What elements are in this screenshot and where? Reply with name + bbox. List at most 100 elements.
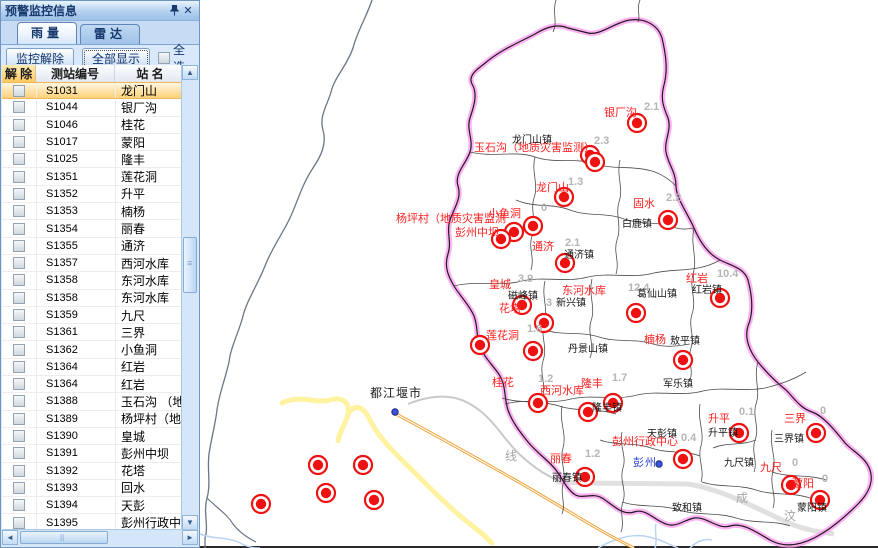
row-checkbox[interactable] (13, 118, 25, 131)
table-row[interactable]: S1393 回水 (2, 479, 182, 498)
table-row[interactable]: S1353 楠杨 (2, 203, 182, 221)
pushpin-icon[interactable] (167, 4, 181, 18)
tab-radar[interactable]: 雷达 (80, 24, 141, 44)
station-marker[interactable] (250, 493, 272, 515)
station-marker[interactable] (672, 448, 694, 470)
vertical-scroll-thumb[interactable] (183, 237, 197, 293)
row-checkbox[interactable] (13, 360, 25, 373)
station-marker[interactable] (522, 340, 544, 362)
panel-titlebar[interactable]: 预警监控信息 ✕ (1, 1, 199, 21)
station-marker[interactable] (602, 392, 624, 414)
table-row[interactable]: S1355 通济 (2, 237, 182, 255)
station-marker[interactable] (511, 294, 533, 316)
row-checkbox[interactable] (13, 516, 25, 529)
station-marker[interactable] (363, 489, 385, 511)
table-row[interactable]: S1389 杨坪村（地质... (2, 410, 182, 428)
table-row[interactable]: S1358 东河水库 (2, 289, 182, 307)
row-checkbox[interactable] (13, 481, 25, 494)
station-marker[interactable] (657, 209, 679, 231)
station-marker[interactable] (626, 112, 648, 134)
tab-rainfall[interactable]: 雨量 (17, 22, 78, 44)
scroll-right-button[interactable]: ► (182, 530, 198, 545)
row-checkbox[interactable] (13, 205, 25, 218)
table-row[interactable]: S1388 玉石沟 （地... (2, 393, 182, 411)
station-marker[interactable] (805, 422, 827, 444)
header-release[interactable]: 解 除 (2, 65, 36, 82)
row-checkbox[interactable] (13, 257, 25, 270)
table-row[interactable]: S1046 桂花 (2, 116, 182, 134)
row-checkbox[interactable] (13, 101, 25, 114)
station-marker[interactable] (469, 334, 491, 356)
table-row[interactable]: S1390 皇城 (2, 427, 182, 446)
row-checkbox[interactable] (13, 395, 25, 408)
row-checkbox[interactable] (13, 326, 25, 339)
station-marker[interactable] (307, 454, 329, 476)
row-checkbox[interactable] (13, 84, 25, 97)
horizontal-scroll-thumb[interactable] (20, 531, 108, 544)
row-checkbox[interactable] (13, 378, 25, 391)
select-all-checkbox[interactable] (158, 52, 171, 64)
table-row[interactable]: S1392 花塔 (2, 462, 182, 480)
station-marker[interactable] (728, 422, 750, 444)
vertical-scrollbar[interactable]: ▲ ▼ (181, 65, 198, 530)
station-marker[interactable] (315, 482, 337, 504)
station-marker[interactable] (352, 454, 374, 476)
release-monitor-button[interactable]: 监控解除 (6, 47, 75, 69)
row-checkbox[interactable] (13, 136, 25, 149)
table-row[interactable]: S1395 彭州行政中心 (2, 514, 182, 530)
scroll-left-button[interactable]: ◄ (2, 530, 18, 545)
station-marker[interactable] (554, 252, 576, 274)
station-marker[interactable] (809, 489, 831, 511)
row-checkbox[interactable] (13, 343, 25, 356)
station-marker[interactable] (672, 349, 694, 371)
table-row[interactable]: S1394 天彭 (2, 497, 182, 515)
row-checkbox[interactable] (13, 499, 25, 512)
station-marker[interactable] (574, 466, 596, 488)
table-row[interactable]: S1361 三界 (2, 324, 182, 342)
station-marker[interactable] (780, 474, 802, 496)
row-checkbox[interactable] (13, 309, 25, 321)
table-row[interactable]: S1362 小鱼洞 (2, 341, 182, 359)
table-row[interactable]: S1351 莲花洞 (2, 168, 182, 186)
horizontal-scrollbar[interactable]: ◄ ► (2, 529, 198, 546)
table-row[interactable]: S1354 丽春 (2, 220, 182, 238)
table-row[interactable]: S1025 隆丰 (2, 151, 182, 169)
header-station-name[interactable]: 站 名 (136, 67, 164, 81)
row-checkbox[interactable] (13, 187, 25, 200)
table-row[interactable]: S1352 升平 (2, 185, 182, 204)
station-marker[interactable] (522, 215, 544, 237)
row-checkbox[interactable] (13, 170, 25, 183)
station-marker[interactable] (527, 392, 549, 414)
row-checkbox[interactable] (13, 239, 25, 252)
table-row[interactable]: S1391 彭州中坝 (2, 445, 182, 463)
station-marker[interactable] (625, 302, 647, 324)
station-marker[interactable] (577, 401, 599, 423)
table-row[interactable]: S1044 银厂沟 (2, 99, 182, 117)
map-canvas[interactable]: 银厂沟 2.1 玉石沟（地质灾害监测） 2.3 龙门山镇 龙门山 1.3 小鱼洞 0 杨坪村（地质… (200, 0, 878, 548)
table-row[interactable]: S1358 东河水库 (2, 272, 182, 290)
row-checkbox[interactable] (13, 274, 25, 287)
header-station-id[interactable]: 测站编号 (36, 65, 115, 82)
station-marker[interactable] (584, 151, 606, 173)
row-checkbox[interactable] (13, 291, 25, 304)
table-row[interactable]: S1364 红岩 (2, 358, 182, 377)
station-marker[interactable] (533, 312, 555, 334)
row-checkbox[interactable] (13, 153, 25, 166)
table-row[interactable]: S1017 蒙阳 (2, 133, 182, 152)
station-marker[interactable] (553, 186, 575, 208)
station-marker[interactable] (709, 287, 731, 309)
scroll-down-button[interactable]: ▼ (182, 515, 198, 530)
station-marker[interactable] (490, 228, 512, 250)
row-checkbox[interactable] (13, 412, 25, 425)
show-all-button[interactable]: 全部显示 (82, 47, 151, 69)
row-checkbox[interactable] (13, 430, 25, 443)
row-checkbox[interactable] (13, 464, 25, 477)
scroll-up-button[interactable]: ▲ (182, 65, 198, 80)
table-row[interactable]: S1357 西河水库 (2, 254, 182, 273)
row-checkbox[interactable] (13, 447, 25, 460)
table-row[interactable]: S1364 红岩 (2, 376, 182, 394)
table-row[interactable]: S1359 九尺 (2, 306, 182, 325)
row-checkbox[interactable] (13, 222, 25, 235)
table-row[interactable]: S1031 龙门山 (2, 82, 182, 100)
close-icon[interactable]: ✕ (183, 5, 193, 17)
